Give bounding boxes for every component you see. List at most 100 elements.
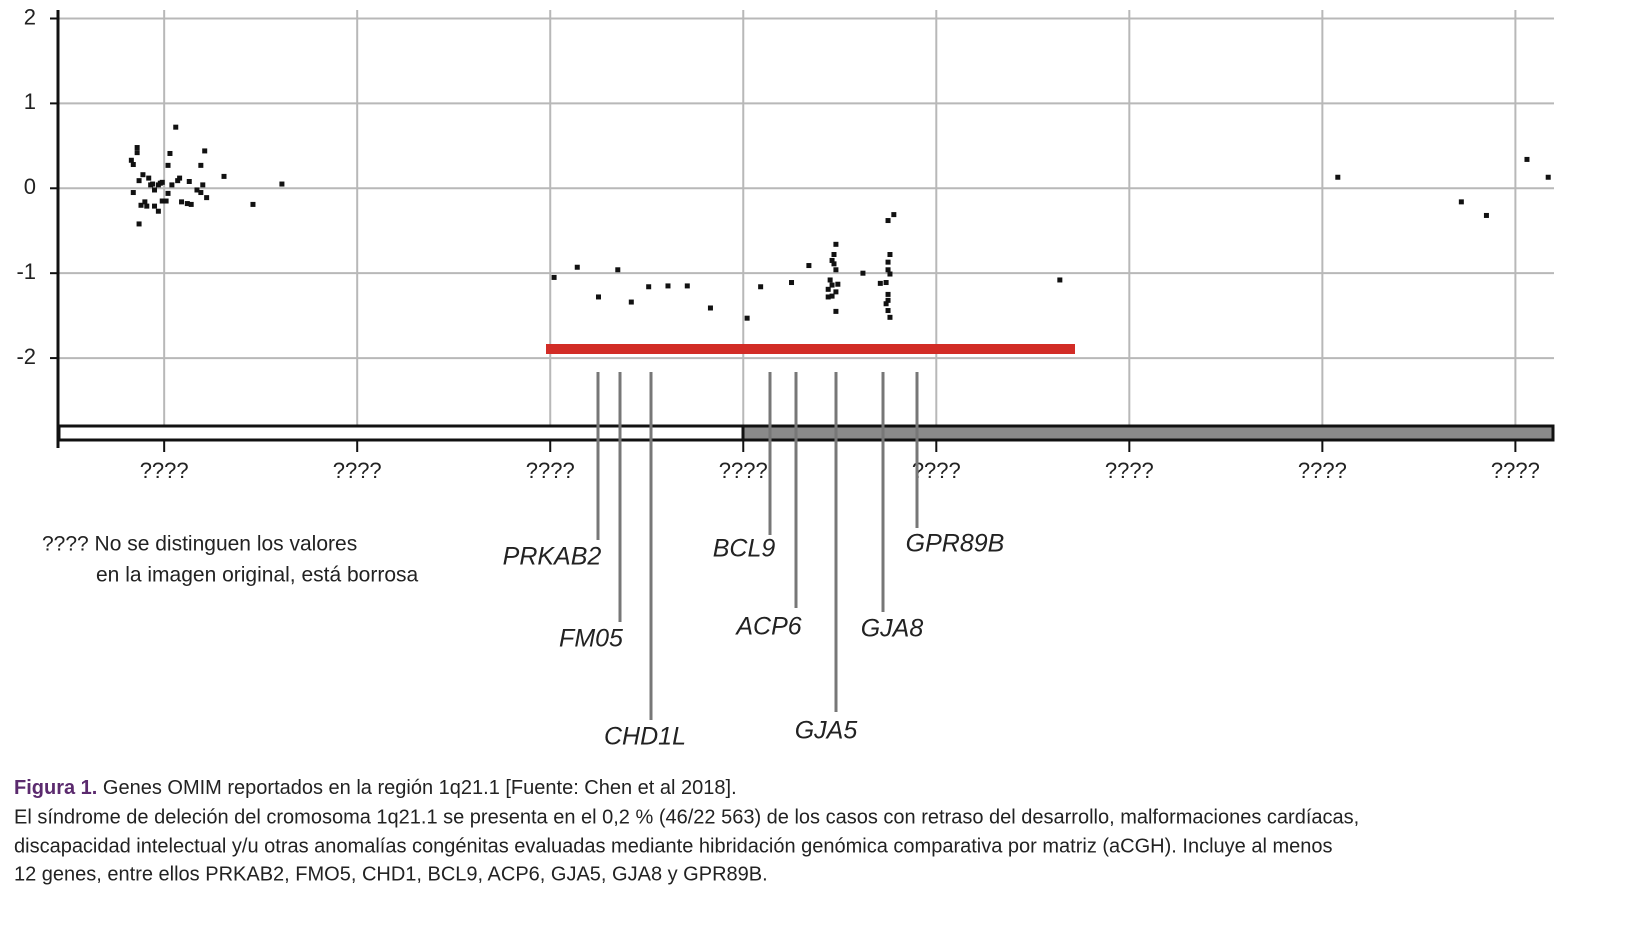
point [829,293,835,299]
point [885,267,891,273]
point [177,175,183,181]
point [833,241,839,247]
point [140,172,146,178]
point [152,203,158,209]
point [829,257,835,263]
point [128,157,134,163]
caption-line: 12 genes, entre ellos PRKAB2, FMO5, CHD1… [14,863,768,885]
point [684,283,690,289]
point [831,252,837,258]
caption-title-text: Genes OMIM reportados en la región 1q21.… [97,777,736,799]
y-tick-label: 1 [24,89,36,114]
point [169,182,175,188]
point [665,283,671,289]
x-tick-label: ???? [912,458,961,483]
point [130,190,136,196]
point [883,280,889,286]
point [198,162,204,168]
point [1057,277,1063,283]
gene-label: GJA8 [861,615,924,643]
point [202,148,208,154]
point [221,173,227,179]
gene-label: GPR89B [906,530,1005,558]
point [1483,212,1489,218]
point [885,308,891,314]
y-tick-label: 2 [24,4,36,29]
gene-label: BCL9 [713,535,776,563]
point [707,305,713,311]
point [163,198,169,204]
point [150,181,156,187]
point [159,198,165,204]
x-tick-label: ???? [140,458,189,483]
point [891,212,897,218]
point [887,314,893,320]
x-tick-label: ???? [1491,458,1540,483]
point [1545,174,1551,180]
point [142,199,148,205]
point [758,284,764,290]
point [833,289,839,295]
point [887,252,893,258]
point [860,270,866,276]
point [806,263,812,269]
point [136,221,142,227]
point [144,203,150,209]
point [134,150,140,156]
caption-label: Figura 1. [14,777,97,799]
x-tick-label: ???? [1105,458,1154,483]
point [194,187,200,193]
y-tick-label: 0 [24,174,36,199]
point [200,182,206,188]
point [831,261,837,267]
x-tick-label: ???? [526,458,575,483]
point [551,274,557,280]
point [595,294,601,300]
gene-label: FM05 [559,625,623,653]
point [188,201,194,207]
point [833,267,839,273]
point [184,201,190,207]
caption-title: Figura 1. Genes OMIM reportados en la re… [14,777,737,799]
gene-label: ACP6 [734,613,801,641]
x-tick-label: ???? [1298,458,1347,483]
point [825,286,831,292]
point [175,178,181,184]
gene-label: PRKAB2 [503,543,602,571]
point [204,195,210,201]
point [279,181,285,187]
point [615,267,621,273]
point [165,190,171,196]
point [146,175,152,181]
point [885,297,891,303]
point [179,199,185,205]
caption-line: El síndrome de deleción del cromosoma 1q… [14,806,1359,828]
point [152,187,158,193]
x-tick-label: ???? [719,458,768,483]
caption-line: discapacidad intelectual y/u otras anoma… [14,835,1332,857]
point [887,271,893,277]
point [1335,174,1341,180]
point [628,299,634,305]
deletion-region [546,344,1075,354]
point [877,280,883,286]
point [744,315,750,321]
point [198,190,204,196]
point [835,281,841,287]
point [173,124,179,130]
point [827,277,833,283]
gene-label: GJA5 [795,717,858,745]
point [155,208,161,214]
point [167,150,173,156]
point [574,264,580,270]
point [130,162,136,168]
point [1524,156,1530,162]
point [885,218,891,224]
y-tick-label: -1 [16,259,36,284]
gene-label: CHD1L [604,723,686,751]
point [885,291,891,297]
y-tick-label: -2 [16,344,36,369]
point [646,284,652,290]
note: ???? No se distinguen los valores [42,533,357,556]
